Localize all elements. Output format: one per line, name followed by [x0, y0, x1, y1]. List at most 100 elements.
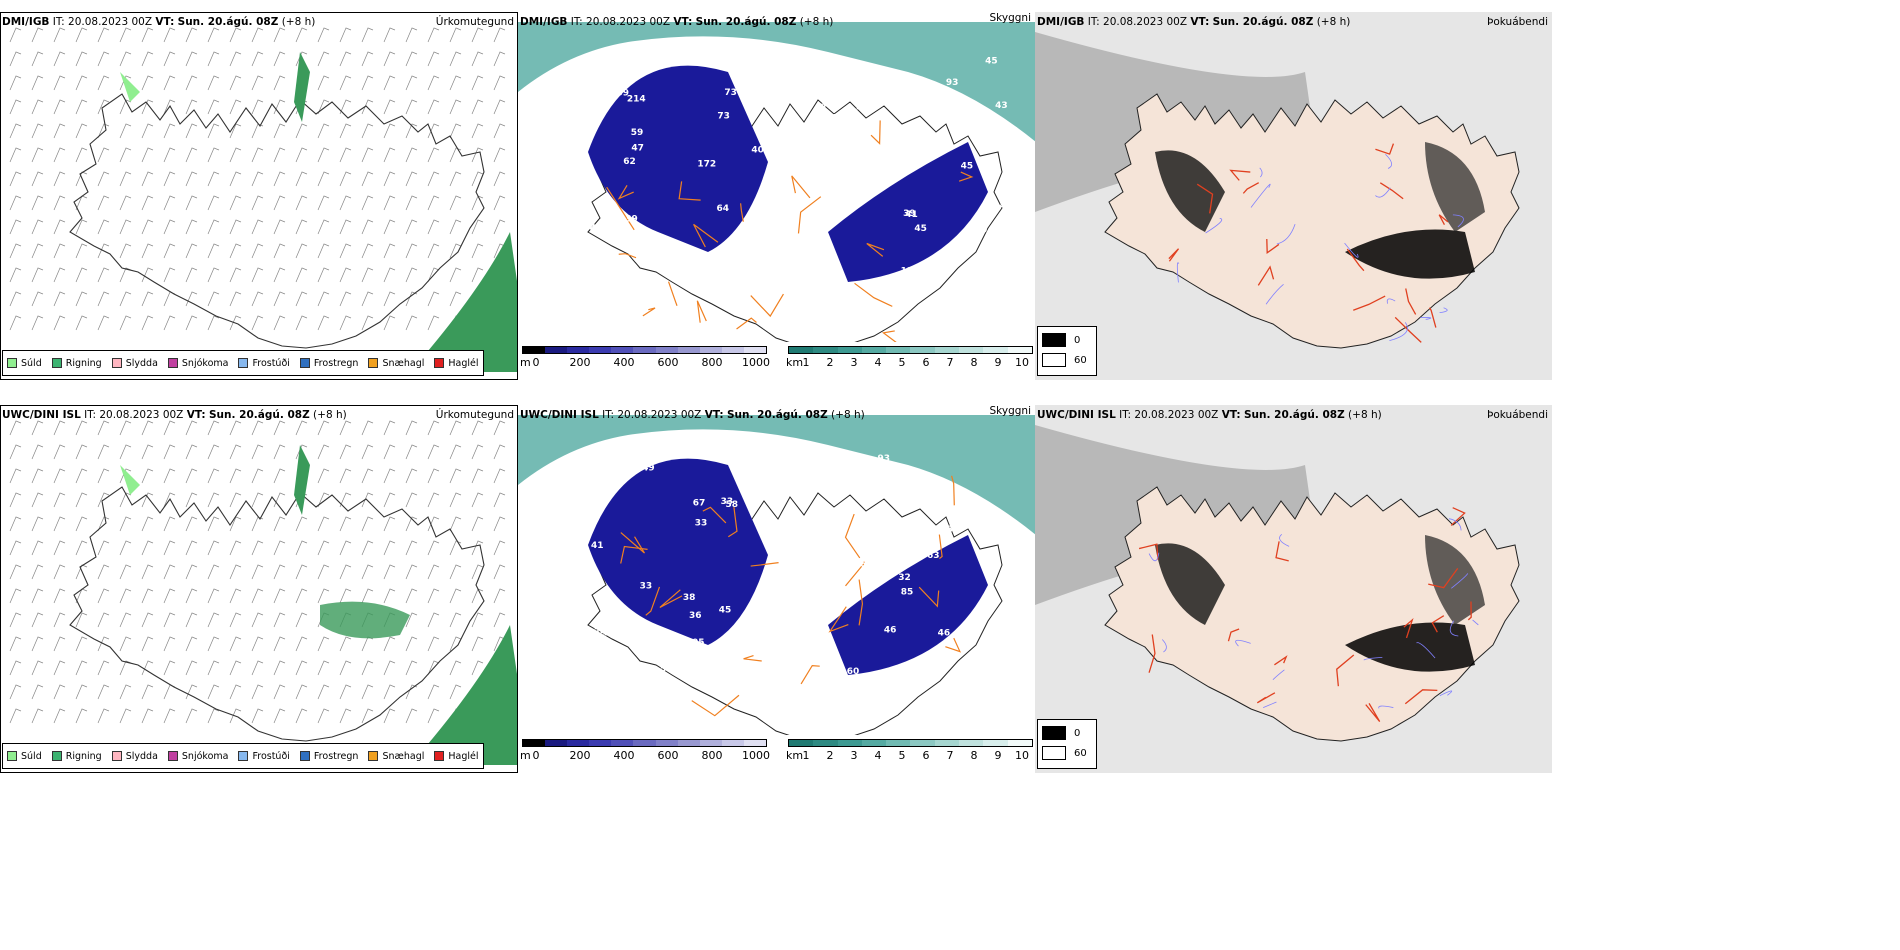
cloud-base-value: 32 — [898, 573, 911, 583]
wind-barb — [31, 315, 44, 331]
wind-barb — [273, 51, 286, 67]
cloud-base-value: 33 — [721, 497, 734, 507]
wind-barb — [207, 492, 220, 508]
road — [828, 606, 849, 633]
wind-barb — [449, 75, 462, 91]
road — [854, 282, 893, 307]
legend-item: Frostúði — [238, 751, 290, 762]
wind-barb — [405, 195, 418, 211]
wind-barb — [273, 612, 286, 628]
wind-barb — [317, 660, 330, 676]
wind-barb — [449, 243, 462, 259]
cloud-base-value: 45 — [961, 162, 974, 172]
wind-barb — [339, 516, 352, 532]
legend-label: Rigning — [65, 750, 102, 762]
wind-barb — [31, 219, 44, 235]
rain-area — [410, 232, 518, 372]
wind-barb — [141, 564, 154, 580]
road — [1138, 543, 1159, 560]
cloud-base-value: 214 — [627, 95, 646, 105]
wind-barb — [229, 243, 242, 259]
legend-label: Snæhagl — [382, 750, 425, 762]
wind-barb — [493, 540, 506, 556]
colorbar-tick: 6 — [922, 749, 930, 762]
road — [739, 203, 744, 222]
wind-barb — [207, 147, 220, 163]
cloud-base-value: 46 — [917, 663, 930, 673]
wind-barb — [229, 684, 242, 700]
wind-barb — [141, 147, 154, 163]
wind-barb — [295, 147, 308, 163]
wind-barb — [185, 291, 198, 307]
wind-barb — [9, 75, 22, 91]
road — [1148, 634, 1156, 673]
road — [881, 330, 897, 342]
wind-barb — [207, 27, 220, 43]
wind-barb — [295, 27, 308, 43]
cloud-base-value: 45 — [719, 605, 732, 615]
colorbar-segment — [886, 740, 911, 746]
wind-barb — [405, 243, 418, 259]
wind-barb — [493, 612, 506, 628]
wind-barb — [229, 147, 242, 163]
colorbar-tick: 10 — [1015, 749, 1029, 762]
wind-barb — [317, 27, 330, 43]
wind-barb — [361, 99, 374, 115]
wind-barb — [361, 267, 374, 283]
fog-legend-swatch — [1042, 333, 1066, 347]
road — [1365, 703, 1381, 722]
wind-barb — [361, 444, 374, 460]
wind-barb — [75, 75, 88, 91]
wind-barb — [295, 612, 308, 628]
wind-barb — [119, 219, 132, 235]
wind-barb — [53, 612, 66, 628]
wind-barb — [339, 420, 352, 436]
wind-barb — [449, 540, 462, 556]
wind-barb — [141, 219, 154, 235]
wind-barb — [471, 420, 484, 436]
cloud-base-area — [588, 65, 768, 252]
wind-barb — [53, 588, 66, 604]
colorbar-tick: 3 — [850, 749, 858, 762]
legend-item: Haglél — [434, 358, 479, 369]
panel-title: Þokuábendi — [1487, 16, 1548, 28]
wind-barb — [119, 516, 132, 532]
wind-barb — [383, 588, 396, 604]
wind-barb — [361, 243, 374, 259]
wind-barb — [361, 588, 374, 604]
wind-barb — [229, 612, 242, 628]
legend-label: Snæhagl — [382, 357, 425, 369]
wind-barb — [493, 516, 506, 532]
model-name: UWC/DINI ISL — [1037, 409, 1116, 421]
wind-barb — [251, 612, 264, 628]
wind-barb — [317, 123, 330, 139]
wind-barb — [295, 291, 308, 307]
wind-barb — [405, 267, 418, 283]
wind-barb — [427, 564, 440, 580]
wind-barb — [53, 147, 66, 163]
wind-barb — [427, 267, 440, 283]
wind-barb — [405, 75, 418, 91]
wind-barb — [295, 636, 308, 652]
wind-barb — [449, 291, 462, 307]
wind-barb — [405, 27, 418, 43]
wind-barb — [449, 516, 462, 532]
wind-barb — [273, 660, 286, 676]
cloud-base-value: 31 — [604, 628, 617, 638]
wind-barb — [449, 195, 462, 211]
wind-barb — [9, 99, 22, 115]
wind-barb — [427, 27, 440, 43]
wind-barb — [97, 492, 110, 508]
cloud-base-value: 55 — [806, 230, 819, 240]
wind-barb — [229, 492, 242, 508]
wind-barb — [163, 267, 176, 283]
wind-barb — [185, 51, 198, 67]
river — [1161, 639, 1167, 653]
colorbar-segment — [589, 347, 612, 353]
wind-barb — [207, 315, 220, 331]
wind-barb — [185, 27, 198, 43]
wind-barb — [119, 243, 132, 259]
wind-barb — [9, 588, 22, 604]
legend-item: Frostregn — [299, 358, 358, 369]
wind-barb — [75, 147, 88, 163]
